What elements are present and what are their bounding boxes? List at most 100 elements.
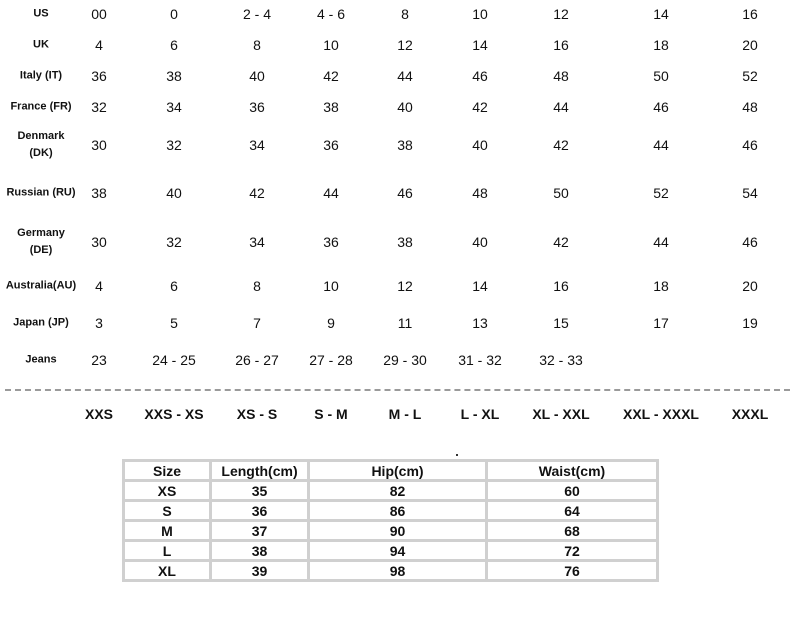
size-value: 29 - 30 [383,352,427,368]
size-value: 38 [397,137,413,153]
size-value: 12 [397,37,413,53]
table-row: S 36 86 64 [122,499,659,522]
size-value: 46 [397,185,413,201]
size-value: 9 [327,315,335,331]
size-value: 48 [742,99,758,115]
size-value: 19 [742,315,758,331]
region-label: Russian (RU) [6,186,76,199]
size-value: 48 [472,185,488,201]
size-value: 17 [653,315,669,331]
size-value: 3 [95,315,103,331]
table-cell: 64 [485,499,659,522]
size-value: 46 [742,234,758,250]
size-value: 44 [653,137,669,153]
size-value: 20 [742,37,758,53]
table-cell: 90 [307,519,488,542]
size-value: 34 [166,99,182,115]
table-cell: 35 [209,479,310,502]
size-value: 52 [653,185,669,201]
size-value: 27 - 28 [309,352,353,368]
size-value: 5 [170,315,178,331]
size-value: 14 [472,278,488,294]
size-value: 6 [170,278,178,294]
column-header: Size [122,459,212,482]
size-value: 50 [653,68,669,84]
size-value: 26 - 27 [235,352,279,368]
size-value: 40 [472,137,488,153]
size-value: 44 [323,185,339,201]
size-value: 14 [653,6,669,22]
size-value: 32 [166,234,182,250]
table-cell: 98 [307,559,488,582]
size-value: 24 - 25 [152,352,196,368]
table-cell: 37 [209,519,310,542]
size-value: 34 [249,137,265,153]
table-cell: M [122,519,212,542]
table-row: M 37 90 68 [122,519,659,542]
letter-size: XXS - XS [144,406,204,422]
size-value: 44 [553,99,569,115]
size-value: 16 [553,37,569,53]
size-value: 10 [323,278,339,294]
table-cell: XL [122,559,212,582]
size-value: 16 [742,6,758,22]
size-value: 7 [253,315,261,331]
letter-size: XS - S [236,406,278,422]
column-header: Length(cm) [209,459,310,482]
size-value: 20 [742,278,758,294]
size-value: 32 - 33 [539,352,583,368]
size-value: 36 [91,68,107,84]
size-value: 23 [91,352,107,368]
divider [5,389,790,391]
table-cell: 39 [209,559,310,582]
region-label: Australia(AU) [5,279,77,292]
size-value: 42 [553,137,569,153]
size-value: 12 [553,6,569,22]
size-value: 42 [249,185,265,201]
measurement-header-row: Size Length(cm) Hip(cm) Waist(cm) [122,459,659,482]
size-value: 38 [323,99,339,115]
letter-size: XL - XXL [532,406,590,422]
table-cell: 76 [485,559,659,582]
size-value: 0 [170,6,178,22]
size-value: 32 [91,99,107,115]
size-value: 4 - 6 [316,6,345,22]
size-value: 36 [323,137,339,153]
letter-size: M - L [388,406,422,422]
table-cell: 72 [485,539,659,562]
region-label: Jeans [25,353,57,366]
region-label: US [33,7,49,20]
size-value: 42 [472,99,488,115]
letter-size: XXL - XXXL [623,406,699,422]
table-cell: 38 [209,539,310,562]
table-cell: 82 [307,479,488,502]
size-value: 46 [653,99,669,115]
size-value: 50 [553,185,569,201]
size-value: 42 [323,68,339,84]
region-label: Germany (DE) [17,227,65,256]
size-value: 38 [91,185,107,201]
region-label: France (FR) [10,100,72,113]
measurement-table: Size Length(cm) Hip(cm) Waist(cm) XS 35 82 60 S… [122,459,659,582]
table-row: L 38 94 72 [122,539,659,562]
table-row: XS 35 82 60 [122,479,659,502]
size-value: 16 [553,278,569,294]
size-value: 34 [249,234,265,250]
size-value: 38 [166,68,182,84]
size-value: 13 [472,315,488,331]
size-value: 8 [401,6,409,22]
letter-size: S - M [314,406,348,422]
table-cell: 68 [485,519,659,542]
letter-size: XXXL [731,406,769,422]
size-value: 40 [472,234,488,250]
table-cell: S [122,499,212,522]
size-value: 8 [253,278,261,294]
size-value: 18 [653,37,669,53]
table-cell: 94 [307,539,488,562]
region-label: Denmark (DK) [17,130,65,159]
size-value: 38 [397,234,413,250]
column-header: Hip(cm) [307,459,488,482]
table-cell: L [122,539,212,562]
size-value: 2 - 4 [242,6,271,22]
size-value: 46 [742,137,758,153]
